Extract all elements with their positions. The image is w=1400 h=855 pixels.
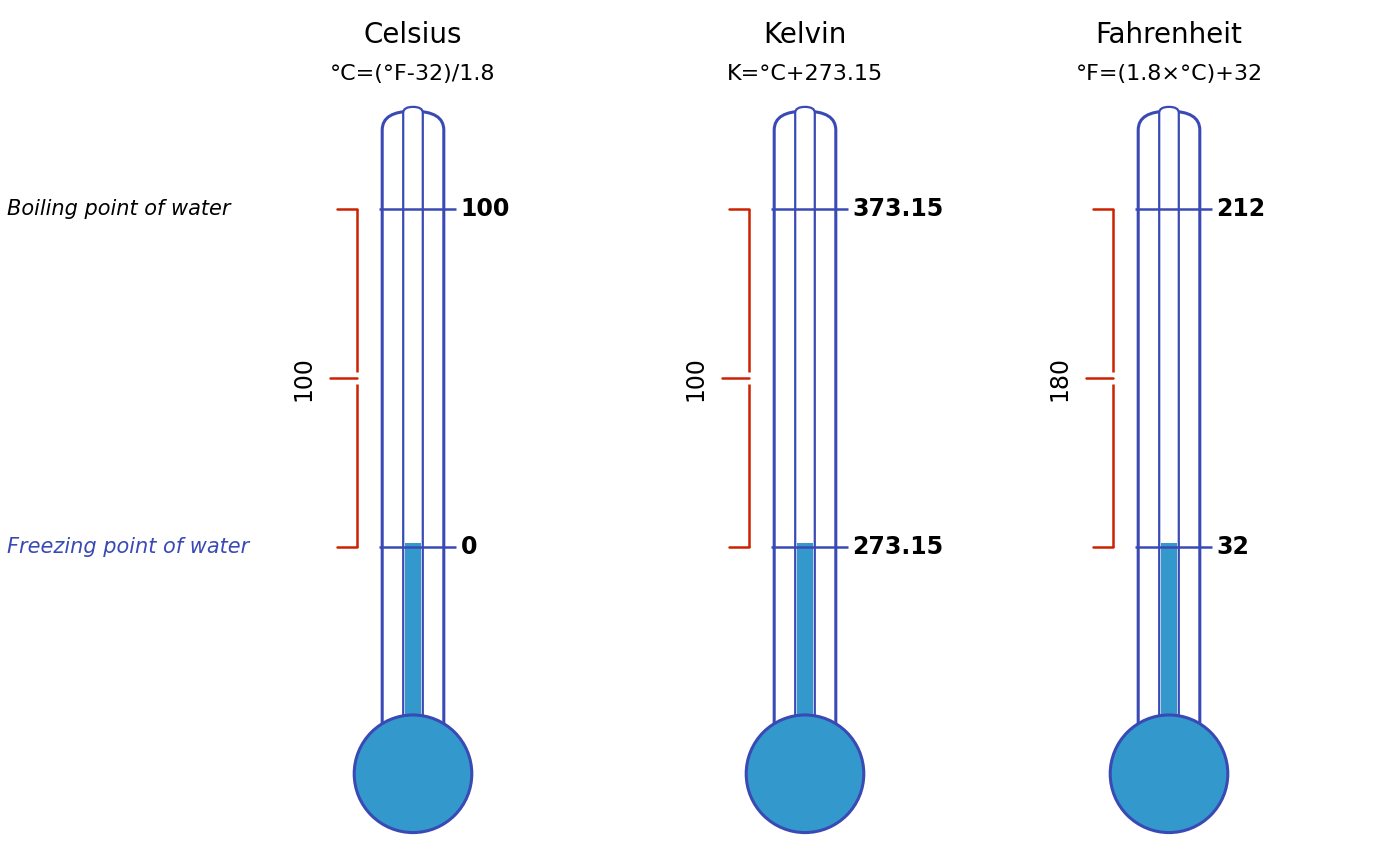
- Text: 100: 100: [683, 356, 708, 401]
- Text: K=°C+273.15: K=°C+273.15: [727, 64, 883, 84]
- Text: 273.15: 273.15: [853, 535, 944, 559]
- Text: Fahrenheit: Fahrenheit: [1096, 21, 1242, 50]
- Bar: [405, 543, 421, 739]
- Bar: [797, 543, 813, 739]
- Text: Freezing point of water: Freezing point of water: [7, 537, 249, 557]
- Bar: [1161, 543, 1177, 739]
- Text: 32: 32: [1217, 535, 1249, 559]
- Text: 0: 0: [461, 535, 477, 559]
- Ellipse shape: [1110, 715, 1228, 833]
- Text: 100: 100: [461, 198, 510, 221]
- Text: °F=(1.8×°C)+32: °F=(1.8×°C)+32: [1075, 64, 1263, 84]
- Text: 373.15: 373.15: [853, 198, 944, 221]
- Ellipse shape: [354, 715, 472, 833]
- FancyBboxPatch shape: [1138, 111, 1200, 747]
- FancyBboxPatch shape: [382, 111, 444, 747]
- Text: Celsius: Celsius: [364, 21, 462, 50]
- Text: 212: 212: [1217, 198, 1266, 221]
- Text: Kelvin: Kelvin: [763, 21, 847, 50]
- FancyBboxPatch shape: [403, 107, 423, 756]
- FancyBboxPatch shape: [1159, 107, 1179, 756]
- FancyBboxPatch shape: [774, 111, 836, 747]
- Text: 180: 180: [1047, 356, 1072, 401]
- Text: °C=(°F-32)/1.8: °C=(°F-32)/1.8: [330, 64, 496, 84]
- Ellipse shape: [746, 715, 864, 833]
- FancyBboxPatch shape: [795, 107, 815, 756]
- Text: Boiling point of water: Boiling point of water: [7, 199, 231, 220]
- Text: 100: 100: [291, 356, 316, 401]
